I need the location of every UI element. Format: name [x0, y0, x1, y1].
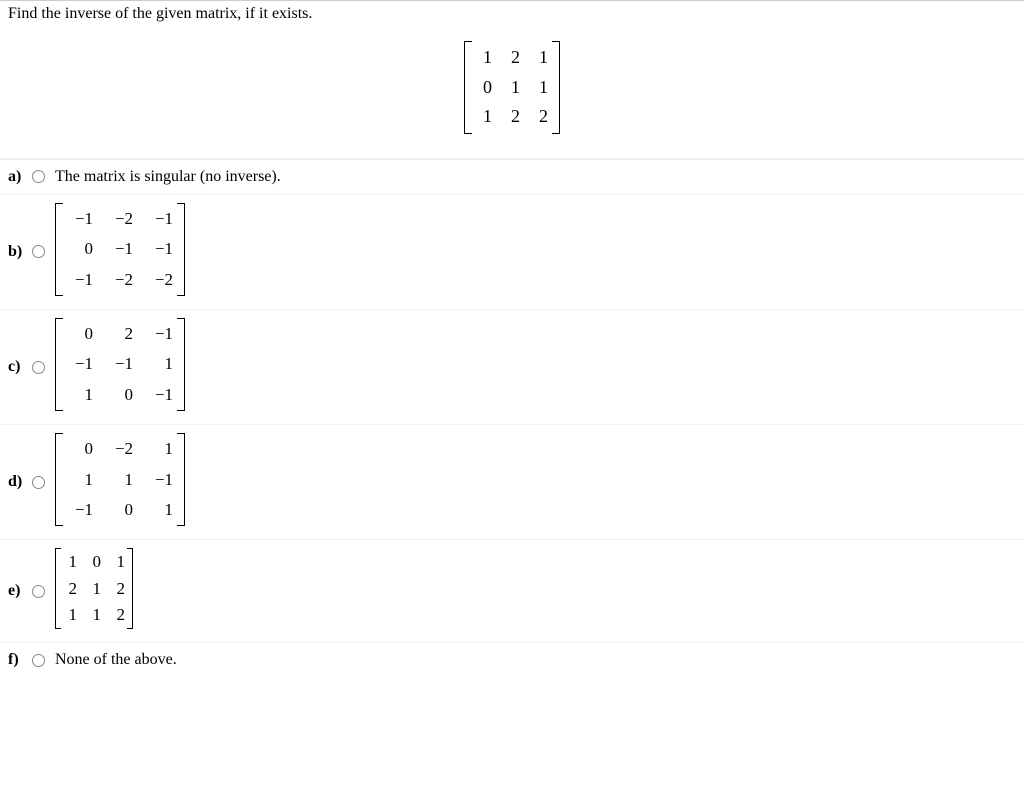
- option-text-a: The matrix is singular (no inverse).: [55, 168, 281, 186]
- bracket-right: [127, 548, 133, 629]
- matrix-cell: 2: [63, 579, 77, 599]
- matrix-cell: −1: [107, 354, 133, 374]
- question-prompt: Find the inverse of the given matrix, if…: [8, 5, 1016, 23]
- option-label-c: c): [8, 358, 26, 376]
- matrix-grid: 02−1−1−1110−1: [63, 318, 177, 411]
- matrix-cell: 2: [504, 106, 520, 128]
- matrix-cell: 1: [63, 605, 77, 625]
- option-row-b[interactable]: b) −1 −2 −1 0 −1 −1 −1 −2 −2: [0, 194, 1024, 309]
- bracket-right: [552, 41, 560, 134]
- matrix-cell: 1: [532, 77, 548, 99]
- matrix-cell: 0: [476, 77, 492, 99]
- matrix-cell: −1: [107, 239, 133, 259]
- option-label-f: f): [8, 651, 26, 669]
- matrix-cell: 1: [532, 47, 548, 69]
- matrix-cell: 1: [111, 552, 125, 572]
- matrix-cell: 1: [147, 439, 173, 459]
- matrix-cell: 2: [107, 324, 133, 344]
- option-label-d: d): [8, 473, 26, 491]
- question-matrix: 121011122: [464, 41, 560, 134]
- matrix-grid: 121011122: [472, 41, 552, 134]
- matrix-cell: 1: [476, 106, 492, 128]
- option-row-a[interactable]: a) The matrix is singular (no inverse).: [0, 159, 1024, 194]
- matrix-cell: −2: [107, 209, 133, 229]
- matrix-b: −1 −2 −1 0 −1 −1 −1 −2 −2: [55, 203, 185, 296]
- matrix-cell: 1: [107, 470, 133, 490]
- question-matrix-wrap: 121011122: [8, 23, 1016, 152]
- bracket-right: [177, 318, 185, 411]
- matrix-cell: 1: [504, 77, 520, 99]
- radio-c[interactable]: [32, 361, 45, 374]
- matrix-cell: 0: [107, 500, 133, 520]
- option-label-e: e): [8, 582, 26, 600]
- matrix-cell: 1: [67, 385, 93, 405]
- question-block: Find the inverse of the given matrix, if…: [0, 0, 1024, 159]
- matrix-cell: 1: [67, 470, 93, 490]
- option-row-d[interactable]: d) 0−2111−1−101: [0, 424, 1024, 539]
- matrix-cell: −1: [147, 239, 173, 259]
- matrix-cell: 2: [504, 47, 520, 69]
- matrix-cell: 0: [107, 385, 133, 405]
- bracket-right: [177, 433, 185, 526]
- matrix-cell: −2: [107, 439, 133, 459]
- matrix-cell: 0: [87, 552, 101, 572]
- matrix-cell: 1: [476, 47, 492, 69]
- matrix-cell: 0: [67, 239, 93, 259]
- matrix-c: 02−1−1−1110−1: [55, 318, 185, 411]
- matrix-grid: −1 −2 −1 0 −1 −1 −1 −2 −2: [63, 203, 177, 296]
- matrix-cell: 1: [147, 500, 173, 520]
- matrix-cell: −1: [67, 354, 93, 374]
- bracket-left: [55, 433, 63, 526]
- option-row-c[interactable]: c) 02−1−1−1110−1: [0, 309, 1024, 424]
- matrix-cell: 2: [111, 605, 125, 625]
- radio-d[interactable]: [32, 476, 45, 489]
- option-row-f[interactable]: f) None of the above.: [0, 642, 1024, 677]
- matrix-cell: −1: [67, 209, 93, 229]
- matrix-cell: −1: [147, 385, 173, 405]
- bracket-right: [177, 203, 185, 296]
- option-matrix-c: 02−1−1−1110−1: [55, 318, 185, 416]
- matrix-cell: 1: [63, 552, 77, 572]
- option-row-e[interactable]: e) 101212112: [0, 539, 1024, 642]
- matrix-cell: 2: [111, 579, 125, 599]
- radio-e[interactable]: [32, 585, 45, 598]
- bracket-left: [55, 318, 63, 411]
- option-label-a: a): [8, 168, 26, 186]
- radio-f[interactable]: [32, 654, 45, 667]
- option-label-b: b): [8, 243, 26, 261]
- matrix-cell: 0: [67, 439, 93, 459]
- matrix-grid: 101212112: [61, 548, 127, 629]
- matrix-cell: 1: [147, 354, 173, 374]
- bracket-left: [55, 203, 63, 296]
- option-matrix-e: 101212112: [55, 548, 133, 634]
- matrix-cell: −1: [147, 209, 173, 229]
- matrix-e: 101212112: [55, 548, 133, 629]
- matrix-d: 0−2111−1−101: [55, 433, 185, 526]
- matrix-cell: 0: [67, 324, 93, 344]
- matrix-grid: 0−2111−1−101: [63, 433, 177, 526]
- radio-a[interactable]: [32, 170, 45, 183]
- option-text-f: None of the above.: [55, 651, 177, 669]
- matrix-cell: −1: [147, 470, 173, 490]
- matrix-cell: −1: [67, 500, 93, 520]
- radio-b[interactable]: [32, 245, 45, 258]
- matrix-cell: −1: [67, 270, 93, 290]
- option-matrix-b: −1 −2 −1 0 −1 −1 −1 −2 −2: [55, 203, 185, 301]
- matrix-cell: −1: [147, 324, 173, 344]
- option-matrix-d: 0−2111−1−101: [55, 433, 185, 531]
- bracket-left: [464, 41, 472, 134]
- matrix-cell: −2: [107, 270, 133, 290]
- matrix-cell: 1: [87, 579, 101, 599]
- matrix-cell: 1: [87, 605, 101, 625]
- matrix-cell: 2: [532, 106, 548, 128]
- matrix-cell: −2: [147, 270, 173, 290]
